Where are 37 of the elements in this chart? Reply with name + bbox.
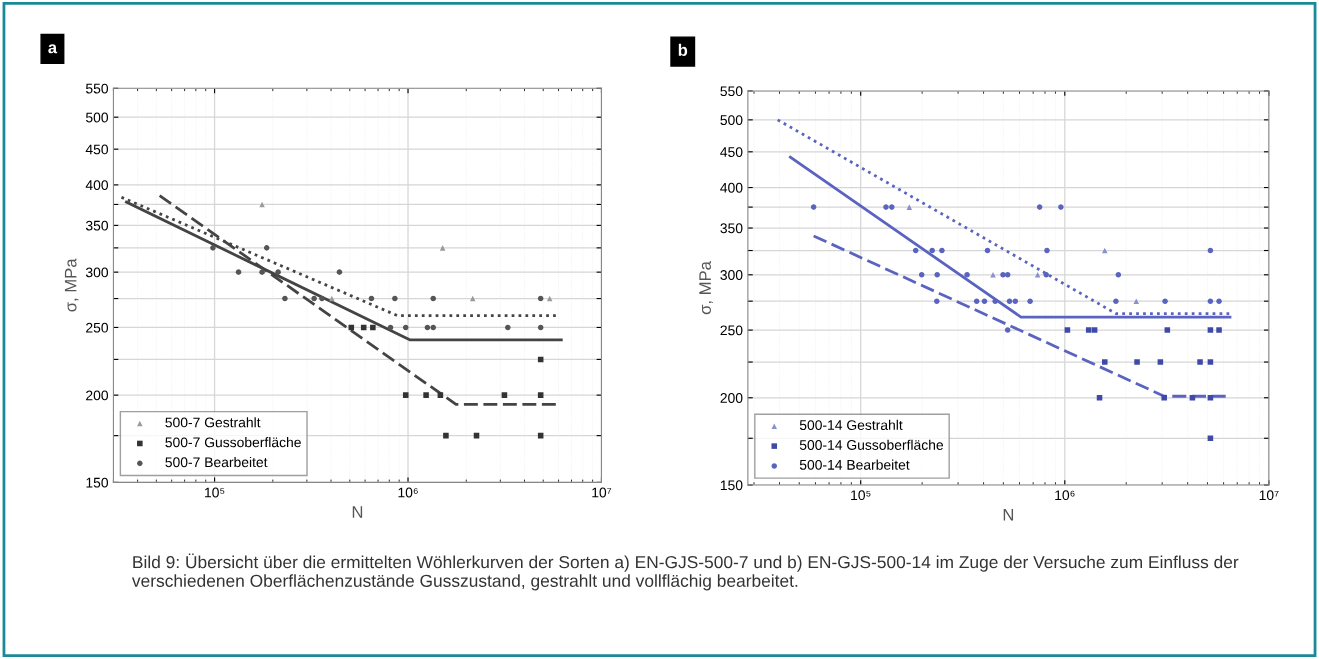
x-tick-label: 10⁷: [1259, 490, 1279, 501]
x-tick-label: 10⁷: [592, 487, 612, 498]
x-tick-label: 10⁶: [398, 487, 418, 498]
chart-title: b: [678, 43, 688, 57]
legend-label: 500-14 Gestrahlt: [799, 419, 903, 430]
y-tick-label: 150: [720, 480, 743, 491]
legend-label: 500-7 Bearbeitet: [165, 456, 268, 468]
y-tick-label: 550: [85, 83, 109, 94]
legend-label: 500-7 Gussoberfläche: [165, 437, 301, 448]
x-tick-label: 10⁵: [205, 487, 225, 498]
y-axis-title: σ, MPa: [64, 258, 79, 312]
y-tick-label: 350: [720, 223, 743, 234]
y-tick-label: 200: [86, 390, 109, 401]
y-tick-label: 300: [720, 270, 743, 280]
x-axis-title: N: [352, 506, 363, 518]
y-tick-label: 400: [720, 182, 743, 193]
x-tick-label: 10⁵: [851, 490, 871, 501]
y-tick-label: 500: [720, 115, 743, 126]
y-tick-label: 350: [85, 220, 109, 231]
legend-label: 500-14 Gussoberfläche: [799, 439, 944, 450]
chart-title: a: [48, 44, 58, 54]
x-axis-title: N: [1003, 509, 1014, 521]
legend-label: 500-7 Gestrahlt: [165, 417, 261, 428]
x-tick-label: 10⁶: [1055, 490, 1075, 501]
y-tick-label: 400: [85, 180, 109, 191]
y-tick-label: 150: [86, 477, 109, 488]
y-tick-label: 200: [720, 393, 743, 403]
y-tick-label: 250: [720, 325, 743, 336]
y-tick-label: 450: [720, 147, 743, 157]
y-tick-label: 500: [85, 112, 109, 123]
y-axis-title: σ, MPa: [699, 261, 713, 315]
text: Bild 9: Übersicht über die ermittelten Wöhlerkurven der Sorten a) EN-GJS-500-7 und b) EN-GJS-500-14 im Zuge der Versuche zum Einfluss der verschiedenen Oberflächenzustände Gusszustand, gestrahlt und vollflächig bearbeitet.: [131, 553, 1239, 591]
legend-label: 500-14 Bearbeitet: [799, 459, 910, 470]
y-tick-label: 450: [85, 144, 109, 155]
y-tick-label: 300: [85, 267, 109, 278]
y-tick-label: 250: [86, 322, 109, 333]
y-tick-label: 550: [720, 86, 743, 97]
